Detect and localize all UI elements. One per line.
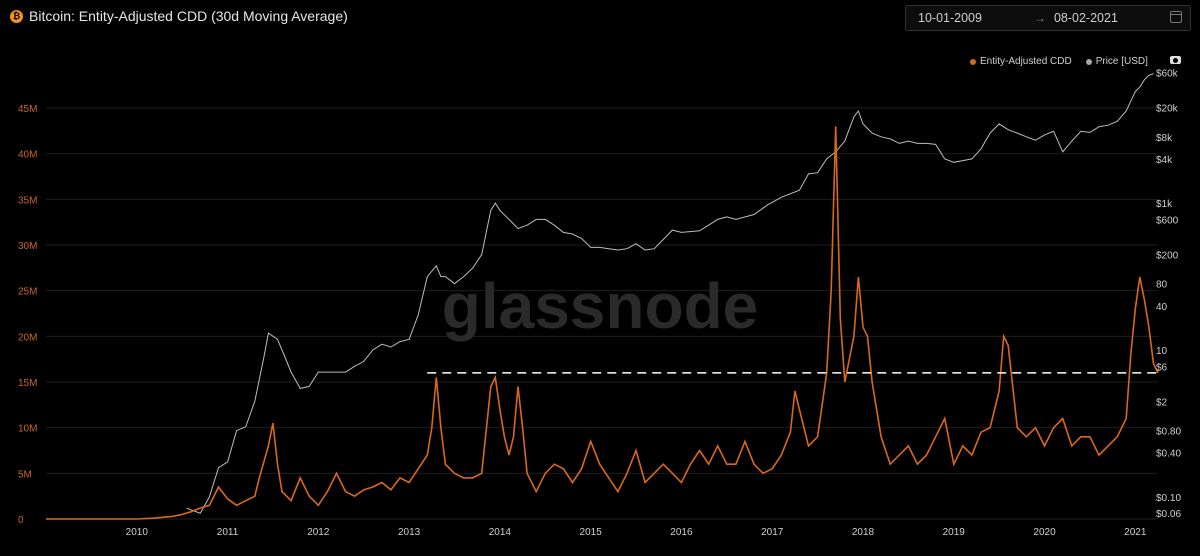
calendar-icon[interactable] [1170, 11, 1182, 23]
right-tick-label: $2 [1156, 397, 1168, 408]
legend-dot-price [1085, 58, 1092, 65]
right-tick-label: $1k [1156, 199, 1173, 210]
chart-header: ₿ Bitcoin: Entity-Adjusted CDD (30d Movi… [0, 0, 1200, 40]
bitcoin-icon: ₿ [10, 9, 23, 23]
x-tick-label: 2016 [670, 527, 693, 538]
right-tick-label: $0.80 [1156, 427, 1181, 438]
x-tick-label: 2021 [1124, 527, 1147, 538]
left-tick-label: 40M [18, 150, 37, 161]
legend-dot-cdd [970, 58, 976, 65]
x-tick-label: 2013 [398, 527, 421, 538]
x-tick-label: 2010 [126, 527, 149, 538]
series-line-cdd [46, 126, 1159, 520]
left-axis: 0 5M 10M 15M 20M 25M 30M 35M 40M 45M [18, 104, 37, 526]
right-tick-label: $6 [1156, 362, 1168, 373]
date-from[interactable]: 10-01-2009 [918, 11, 982, 25]
x-tick-label: 2020 [1033, 527, 1056, 538]
chart-title: Bitcoin: Entity-Adjusted CDD (30d Moving… [29, 8, 348, 24]
right-axis: $60k $20k $8k $4k $1k $600 $200 80 40 10 $6 $2 $0.80… [1156, 69, 1181, 521]
x-tick-label: 2014 [489, 527, 512, 538]
camera-icon[interactable] [1170, 56, 1181, 64]
legend-label-price: Price [USD] [1095, 56, 1148, 67]
x-tick-label: 2019 [943, 527, 966, 538]
price-layer [186, 73, 1154, 514]
grid [46, 107, 1158, 520]
date-range-picker[interactable]: 10-01-2009 → 08-02-2021 [905, 5, 1191, 31]
title-wrap: ₿ Bitcoin: Entity-Adjusted CDD (30d Movi… [10, 8, 348, 24]
left-tick-label: 30M [18, 241, 37, 252]
left-tick-label: 25M [18, 287, 37, 298]
right-tick-label: $4k [1156, 155, 1173, 166]
date-arrow: → [1033, 11, 1046, 25]
right-tick-label: 80 [1156, 280, 1168, 291]
watermark: glassnode [442, 270, 759, 342]
right-tick-label: $200 [1156, 250, 1179, 261]
right-tick-label: $0.40 [1156, 449, 1181, 460]
right-tick-label: $0.10 [1156, 493, 1181, 504]
x-axis: 2010 2011 2012 2013 2014 2015 2016 2017 2018 2019… [126, 527, 1147, 538]
right-tick-label: 10 [1156, 346, 1168, 357]
x-tick-label: 2011 [217, 527, 239, 538]
date-to[interactable]: 08-02-2021 [1053, 11, 1118, 25]
cdd-layer [46, 126, 1159, 520]
left-tick-label: 15M [18, 378, 37, 389]
x-tick-label: 2012 [307, 527, 330, 538]
left-tick-label: 10M [18, 424, 37, 435]
right-tick-label: $600 [1156, 215, 1179, 226]
right-tick-label: $20k [1156, 104, 1179, 115]
series-line-price [186, 73, 1154, 514]
right-tick-label: $60k [1156, 69, 1179, 80]
right-tick-label: $0.06 [1156, 509, 1181, 520]
x-tick-label: 2015 [580, 527, 603, 538]
legend-item-price[interactable]: Price [USD] [1085, 56, 1148, 67]
left-tick-label: 0 [18, 515, 24, 526]
left-tick-label: 5M [18, 469, 32, 480]
legend-label-cdd: Entity-Adjusted CDD [980, 56, 1072, 67]
right-tick-label: 40 [1156, 302, 1168, 313]
right-tick-label: $8k [1156, 133, 1173, 144]
left-tick-label: 45M [18, 104, 37, 115]
legend-item-cdd[interactable]: Entity-Adjusted CDD [970, 56, 1072, 67]
left-tick-label: 20M [18, 332, 37, 343]
x-tick-label: 2018 [852, 527, 875, 538]
legend: Entity-Adjusted CDD Price [USD] [970, 56, 1148, 67]
x-tick-label: 2017 [761, 527, 784, 538]
left-tick-label: 35M [18, 195, 37, 206]
